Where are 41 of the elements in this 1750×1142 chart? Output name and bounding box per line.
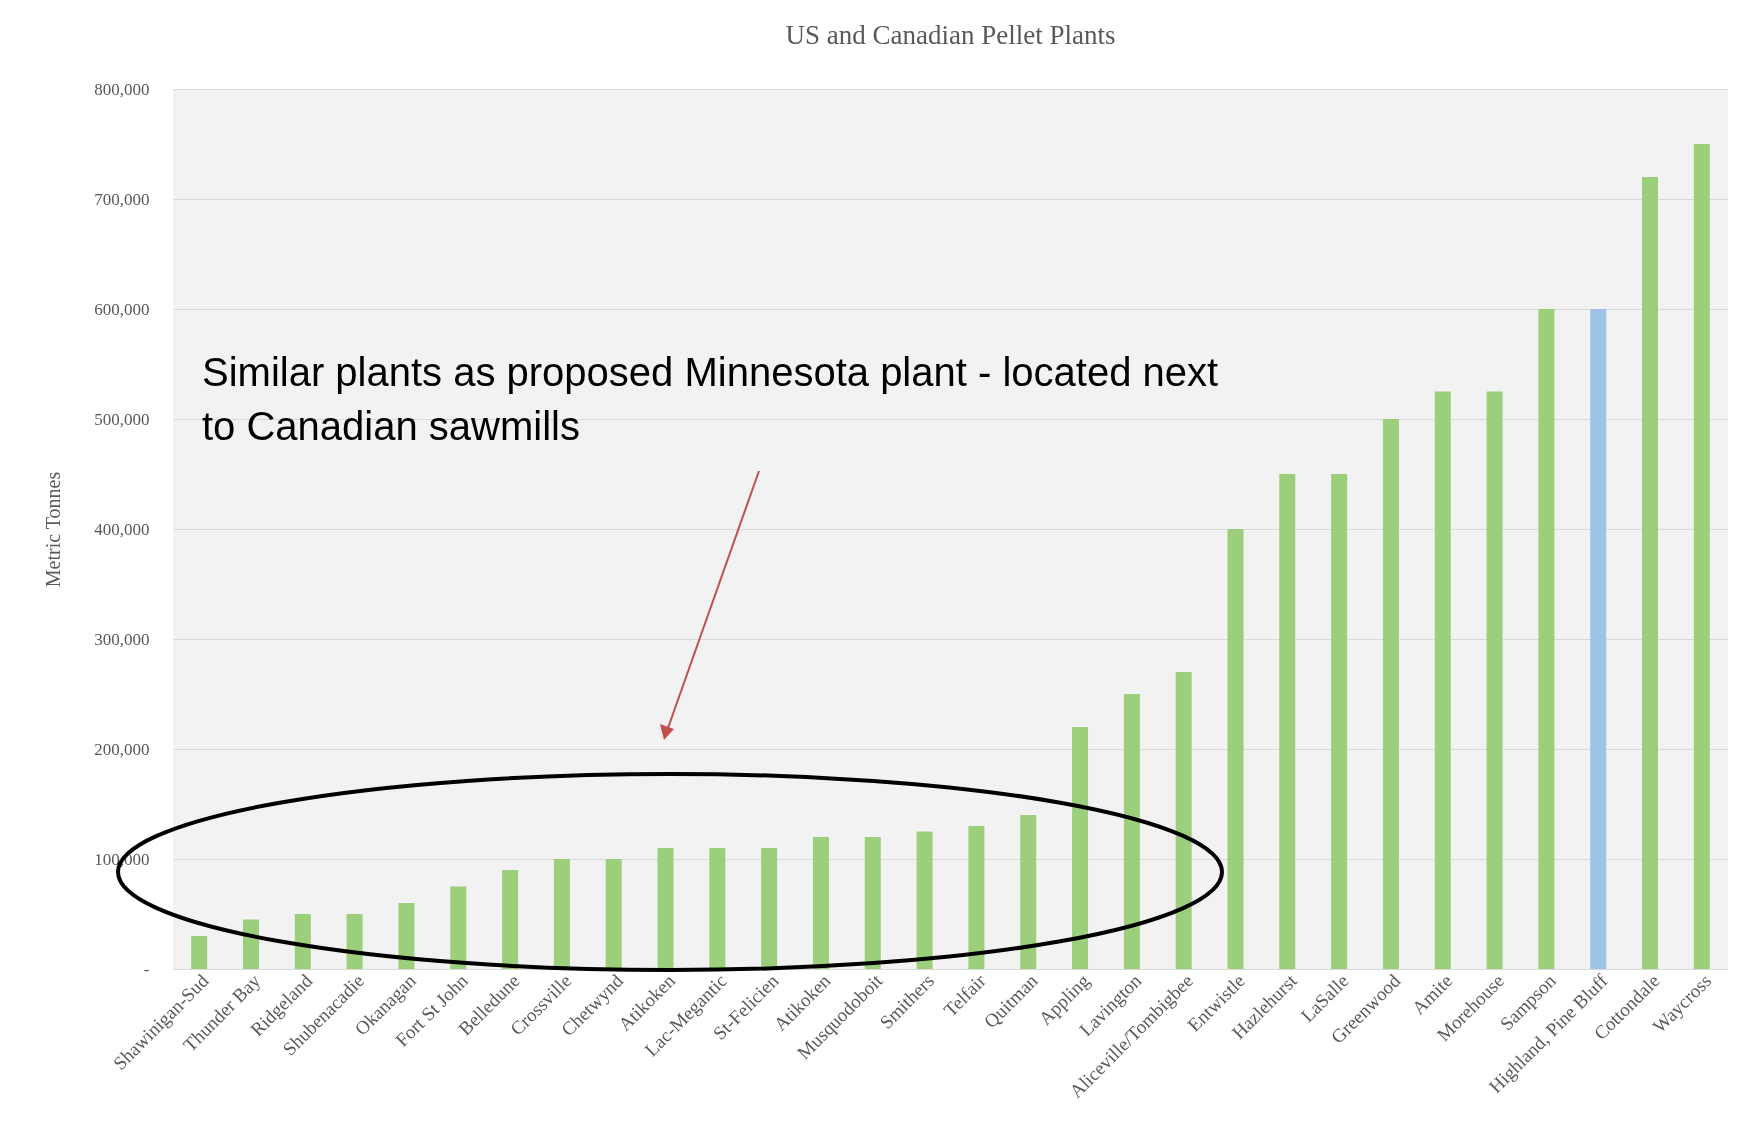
bar [1020,815,1037,969]
y-tick-label: 300,000 [94,629,150,649]
bar [1693,144,1710,969]
bar [968,826,985,969]
bar [1538,309,1555,969]
bar [502,870,519,969]
y-tick-label: 600,000 [94,299,150,319]
bar [812,837,829,969]
bar [1590,309,1607,969]
bar [398,903,415,969]
bar [191,936,208,969]
bar [1331,474,1348,969]
bar [1175,672,1192,969]
bar [1382,419,1399,969]
bar [242,919,259,969]
bar [709,848,726,969]
bar [553,859,570,969]
bar [657,848,674,969]
bar [294,914,311,969]
bar [1072,727,1089,969]
y-tick-label: - [143,959,150,979]
bar [450,886,467,969]
bar [346,914,363,969]
bar [916,831,933,969]
y-tick-label: 500,000 [94,409,150,429]
y-tick-label: 200,000 [94,739,150,759]
y-tick-label: 800,000 [94,79,150,99]
chart-title: US and Canadian Pellet Plants [785,20,1116,50]
bar [1642,177,1659,969]
bar [761,848,778,969]
bar [864,837,881,969]
y-axis-title: Metric Tonnes [42,471,65,588]
bar [1434,391,1451,969]
bar [1486,391,1503,969]
bar [1123,694,1140,969]
annotation: Similar plants as proposed Minnesota plant - located next to Canadian sawmills [202,349,1220,450]
bar [1279,474,1296,969]
y-tick-label: 700,000 [94,189,150,209]
bar [605,859,622,969]
bar [1227,529,1244,969]
y-tick-label: 400,000 [94,519,150,539]
